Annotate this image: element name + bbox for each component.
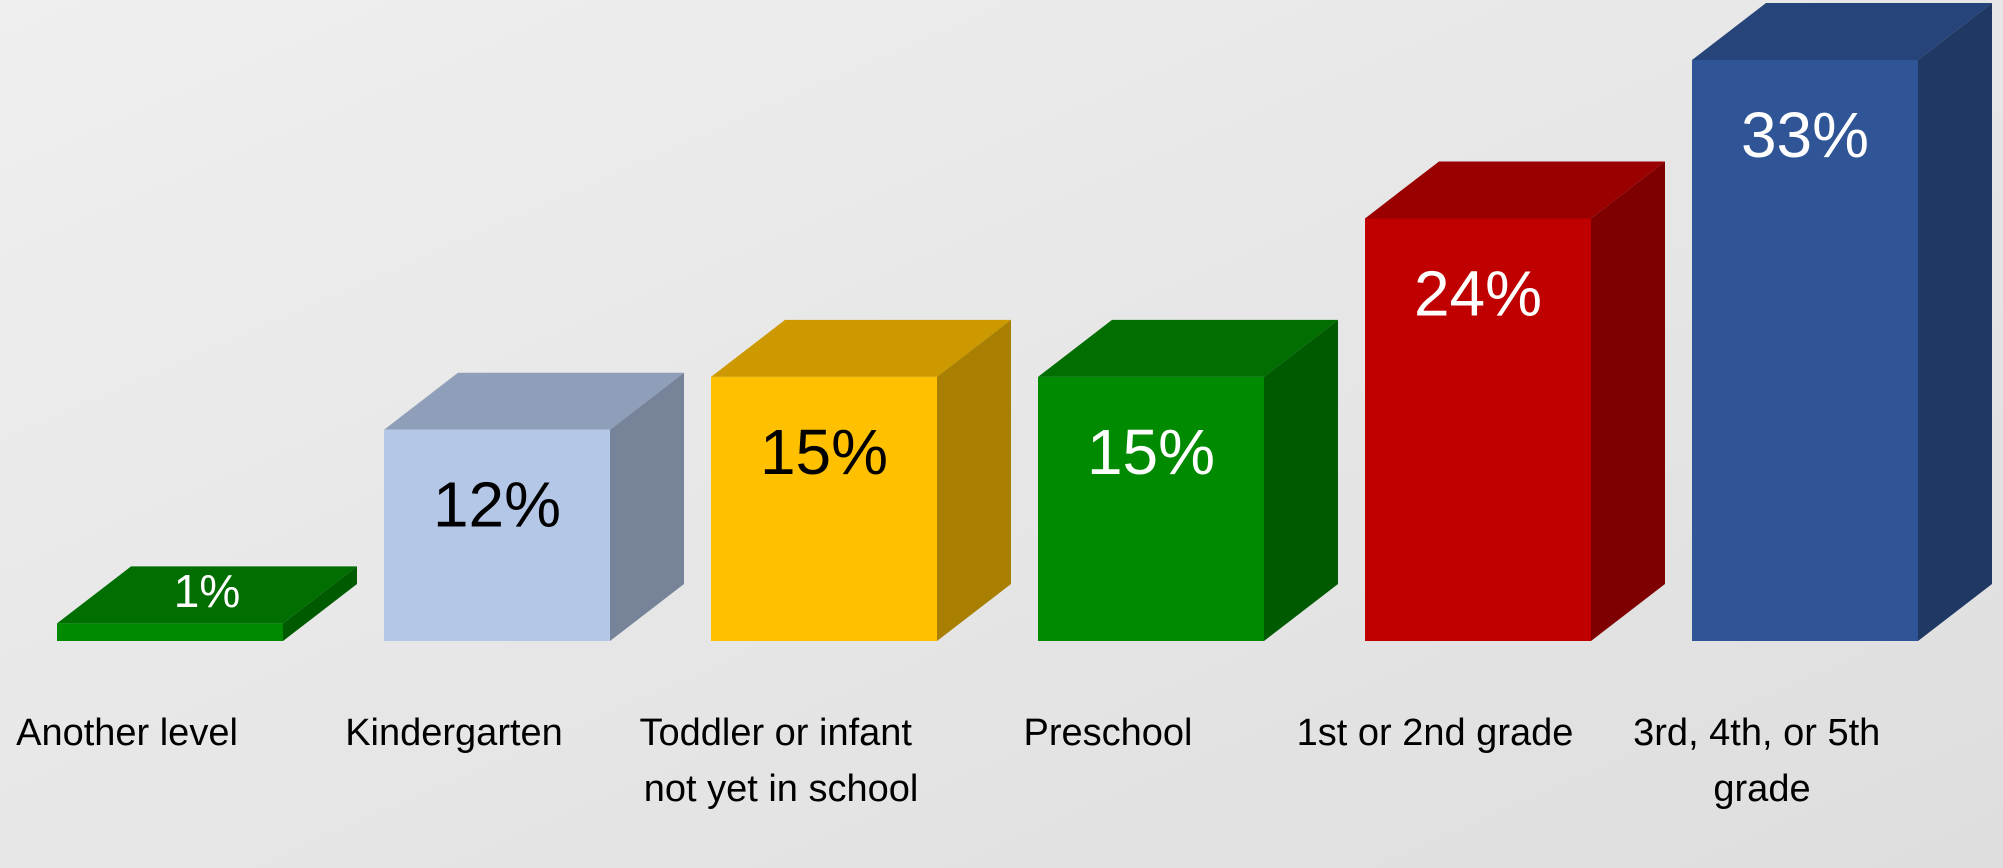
x-tick-label: 1st or 2nd grade <box>1297 712 1574 754</box>
x-tick-label: Preschool <box>1024 712 1193 754</box>
x-tick-label: Another level <box>16 712 238 754</box>
bar <box>711 376 937 641</box>
value-label: 12% <box>433 469 561 541</box>
bar-top <box>57 566 357 624</box>
value-label: 15% <box>1087 416 1215 488</box>
bar-side <box>610 372 684 641</box>
x-tick-label: 3rd, 4th, or 5th grade <box>1633 712 1891 810</box>
value-label: 1% <box>174 565 240 617</box>
bar-top <box>1692 3 1992 60</box>
x-tick-label-line: grade <box>1713 768 1810 810</box>
bar <box>57 623 283 641</box>
x-tick-label: Kindergarten <box>345 712 563 754</box>
x-tick-label-line: not yet in school <box>644 768 919 810</box>
bar-side <box>1264 319 1338 641</box>
bar-side <box>1591 161 1665 642</box>
bar-top <box>1365 161 1665 219</box>
x-tick-label-line: Preschool <box>1024 712 1193 754</box>
bar-side <box>283 566 357 641</box>
bar-top <box>384 372 684 430</box>
bar-top <box>711 319 1011 377</box>
x-tick-label-line: 1st or 2nd grade <box>1297 712 1574 754</box>
value-label: 33% <box>1741 99 1869 171</box>
x-tick-label-line: 3rd, 4th, or 5th <box>1633 712 1891 754</box>
bar-side <box>937 319 1011 641</box>
x-tick-label-line: Toddler or infant <box>639 712 922 754</box>
bar-top <box>1038 319 1338 377</box>
x-tick-label: Toddler or infant not yet in school <box>639 712 922 810</box>
bar <box>1692 60 1918 641</box>
bar <box>1365 218 1591 642</box>
bar-side <box>1918 3 1992 641</box>
x-tick-label-line: Another level <box>16 712 238 754</box>
bar <box>1038 376 1264 641</box>
value-label: 24% <box>1414 257 1542 329</box>
bar <box>384 429 610 641</box>
x-tick-label-line: Kindergarten <box>345 712 563 754</box>
value-label: 15% <box>760 416 888 488</box>
